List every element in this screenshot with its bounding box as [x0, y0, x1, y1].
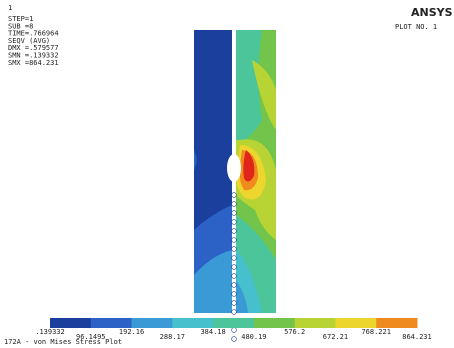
rivet: [232, 220, 237, 225]
rivet: [232, 202, 237, 207]
legend-label: 672.21: [323, 333, 348, 341]
plot-number: PLOT NO. 1: [395, 23, 437, 31]
legend-swatch: [376, 318, 417, 328]
legend-swatch: [254, 318, 295, 328]
legend-swatch: [335, 318, 376, 328]
logo: ANSYS: [411, 6, 453, 19]
legend-label: 384.18: [200, 328, 225, 336]
corner-mark: 1: [8, 4, 12, 12]
hole: [227, 154, 241, 182]
legend-label: 192.16: [119, 328, 144, 336]
legend-label: 480.19: [241, 333, 266, 341]
screenshot: 1 STEP=1SUB =8TIME=.766964SEQV (AVG)DMX …: [0, 0, 454, 348]
legend-swatch: [172, 318, 213, 328]
legend-swatch: [132, 318, 173, 328]
rivet: [232, 229, 237, 234]
rivet: [232, 211, 237, 216]
rivet: [232, 247, 237, 252]
rivet: [232, 238, 237, 243]
left-strip: [194, 30, 232, 313]
rivet: [232, 328, 237, 333]
legend-swatch: [50, 318, 91, 328]
legend-label: 864.231: [402, 333, 432, 341]
footer-title: 172A - von Mises Stress Plot: [4, 338, 122, 346]
legend-swatch: [213, 318, 254, 328]
rivet: [232, 292, 237, 297]
legend-label: .139332: [35, 328, 65, 336]
legend-swatch: [91, 318, 132, 328]
right-strip: [236, 30, 276, 313]
rivet: [232, 301, 237, 306]
rivet: [232, 256, 237, 261]
header-line: SMX =864.231: [8, 59, 59, 67]
rivet: [232, 283, 237, 288]
legend-label: 576.2: [284, 328, 305, 336]
rivet: [232, 265, 237, 270]
rivet: [232, 337, 237, 342]
legend-label: 768.221: [361, 328, 391, 336]
legend-label: 288.17: [160, 333, 185, 341]
legend-swatch: [295, 318, 336, 328]
rivet: [232, 310, 237, 315]
rivet: [232, 193, 237, 198]
rivet: [232, 274, 237, 279]
